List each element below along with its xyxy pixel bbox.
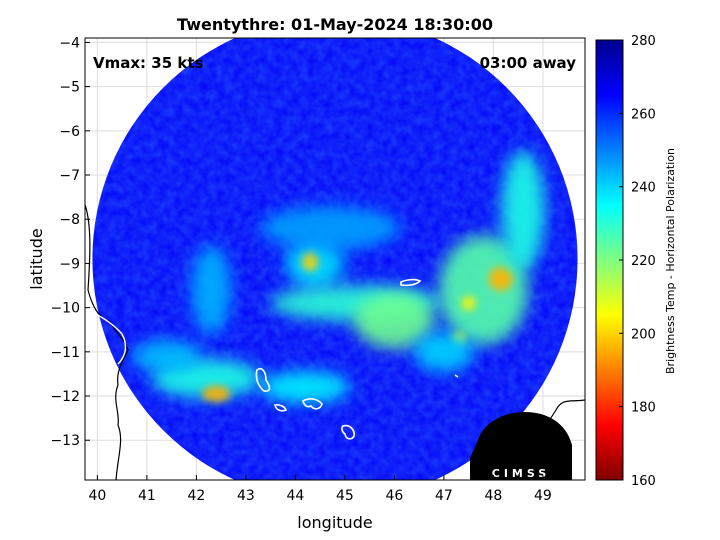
colorbar-tick-label: 260 bbox=[631, 107, 656, 122]
colorbar-tick-label: 200 bbox=[631, 327, 656, 342]
cimss-logo: CIMSS bbox=[470, 412, 572, 480]
vmax-annotation: Vmax: 35 kts bbox=[93, 54, 203, 72]
feature-northeast-band bbox=[501, 150, 546, 271]
x-axis-ticks: 40 41 42 43 44 45 46 47 48 49 bbox=[88, 475, 552, 504]
colorbar-tick-label: 280 bbox=[631, 34, 656, 49]
coastline-africa bbox=[85, 204, 129, 480]
logo-dish-small bbox=[486, 440, 502, 452]
y-tick-label: −9 bbox=[59, 256, 80, 272]
x-axis-label: longitude bbox=[297, 513, 372, 532]
feature-eyewall-hotspot bbox=[302, 251, 319, 272]
feature-northern-band bbox=[260, 206, 401, 251]
feature-southwest-hotspot bbox=[202, 385, 231, 402]
y-tick-label: −6 bbox=[59, 124, 80, 140]
brightness-features bbox=[131, 150, 546, 404]
colorbar-label: Brightness Temp - Horizontal Polarizatio… bbox=[664, 148, 677, 374]
logo-text: CIMSS bbox=[492, 467, 550, 480]
x-tick-label: 40 bbox=[88, 488, 106, 504]
coastline-africa-inner bbox=[91, 311, 127, 365]
x-tick-label: 42 bbox=[187, 488, 205, 504]
island-mayotte bbox=[341, 424, 355, 440]
y-tick-label: −8 bbox=[59, 212, 80, 228]
logo-water-tower bbox=[540, 423, 558, 441]
chart-title: Twentythre: 01-May-2024 18:30:00 bbox=[177, 15, 493, 34]
x-tick-label: 49 bbox=[534, 488, 552, 504]
x-tick-label: 43 bbox=[237, 488, 255, 504]
feature-east-hotspot bbox=[488, 266, 513, 291]
logo-tower-leg bbox=[546, 440, 552, 462]
colorbar-ticks: 280 260 240 220 200 180 160 bbox=[619, 34, 656, 489]
colorbar-tick-label: 240 bbox=[631, 181, 656, 196]
island-comoros-1 bbox=[255, 367, 271, 392]
x-tick-label: 48 bbox=[485, 488, 503, 504]
feature-south-band bbox=[260, 371, 351, 404]
feature-southeast-band bbox=[413, 331, 474, 372]
y-tick-label: −11 bbox=[50, 345, 80, 361]
island-small bbox=[454, 374, 459, 378]
y-tick-label: −13 bbox=[50, 433, 80, 449]
y-tick-label: −7 bbox=[59, 168, 80, 184]
colorbar bbox=[595, 39, 624, 481]
feature-west-band bbox=[131, 340, 202, 373]
colorbar-tick-label: 180 bbox=[631, 401, 656, 416]
y-tick-label: −5 bbox=[59, 80, 80, 96]
colorbar-tick-label: 220 bbox=[631, 254, 656, 269]
feature-central-band bbox=[354, 292, 435, 349]
y-tick-label: −4 bbox=[59, 35, 80, 51]
y-axis-ticks: −4 −5 −6 −7 −8 −9 −10 −11 −12 −13 bbox=[50, 35, 90, 449]
island-comoros-3 bbox=[302, 398, 323, 410]
y-axis-label: latitude bbox=[27, 228, 46, 289]
feature-east-spot-2 bbox=[461, 296, 476, 311]
x-tick-label: 45 bbox=[336, 488, 354, 504]
y-tick-label: −12 bbox=[50, 389, 80, 405]
island-seychelles bbox=[400, 278, 422, 287]
x-tick-label: 47 bbox=[435, 488, 453, 504]
island-comoros-2 bbox=[274, 404, 287, 412]
x-tick-label: 44 bbox=[286, 488, 304, 504]
y-tick-label: −10 bbox=[50, 301, 80, 317]
feature-eastern-band bbox=[438, 234, 529, 345]
time-away-annotation: 03:00 away bbox=[480, 54, 577, 72]
x-tick-label: 41 bbox=[138, 488, 156, 504]
x-tick-label: 46 bbox=[385, 488, 403, 504]
plot-frame bbox=[84, 37, 586, 481]
feature-west-arc bbox=[191, 244, 232, 335]
colorbar-tick-label: 160 bbox=[631, 474, 656, 489]
